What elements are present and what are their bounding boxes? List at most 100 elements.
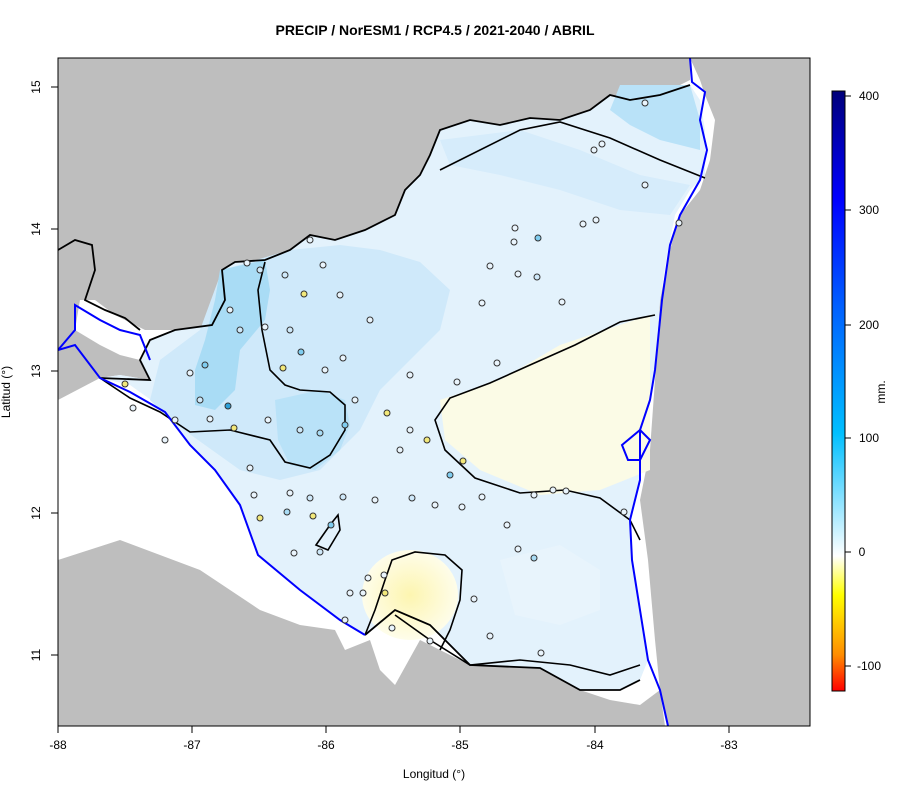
station-marker — [261, 323, 269, 331]
station-marker — [339, 354, 347, 362]
station-marker — [406, 426, 414, 434]
station-marker — [300, 290, 308, 298]
station-marker — [503, 521, 511, 529]
station-marker — [431, 501, 439, 509]
station-marker — [493, 359, 501, 367]
y-tick-label: 11 — [29, 648, 43, 661]
station-marker — [339, 493, 347, 501]
station-marker — [283, 508, 291, 516]
coastline-pacific — [58, 343, 366, 636]
station-marker — [286, 489, 294, 497]
station-markers — [121, 99, 683, 657]
station-marker — [256, 266, 264, 274]
station-marker — [598, 140, 606, 148]
x-tick-label: -86 — [317, 738, 335, 752]
station-marker — [201, 361, 209, 369]
nicaragua-field — [100, 85, 705, 690]
station-marker — [426, 637, 434, 645]
x-tick-label: -87 — [183, 738, 201, 752]
x-axis-label: Longitud (°) — [403, 767, 465, 781]
station-marker — [533, 273, 541, 281]
contour-west — [99, 261, 346, 469]
station-marker — [309, 512, 317, 520]
station-marker — [364, 574, 372, 582]
station-marker — [306, 494, 314, 502]
station-marker — [327, 521, 335, 529]
station-marker — [196, 396, 204, 404]
country-borders — [58, 84, 691, 691]
contour-east — [434, 314, 656, 541]
station-marker — [296, 426, 304, 434]
station-marker — [290, 549, 298, 557]
station-marker — [224, 402, 232, 410]
station-marker — [641, 99, 649, 107]
y-tick-label: 12 — [29, 506, 43, 520]
station-marker — [406, 371, 414, 379]
contour-center-ring — [314, 513, 341, 552]
station-marker — [459, 457, 467, 465]
precip-zone-mid-center — [275, 390, 350, 470]
station-marker — [514, 545, 522, 553]
station-marker — [246, 464, 254, 472]
precip-zone-north — [440, 130, 690, 215]
station-marker — [486, 262, 494, 270]
station-marker — [620, 508, 628, 516]
colorbar — [831, 90, 846, 692]
border-south — [364, 608, 641, 691]
x-tick-label: -88 — [49, 738, 67, 752]
station-marker — [562, 487, 570, 495]
x-tick-label: -85 — [451, 738, 469, 752]
station-marker — [341, 616, 349, 624]
station-marker — [264, 416, 272, 424]
station-marker — [297, 348, 305, 356]
station-marker — [281, 271, 289, 279]
station-marker — [351, 396, 359, 404]
station-marker — [371, 496, 379, 504]
station-marker — [321, 366, 329, 374]
station-marker — [230, 424, 238, 432]
map-panel — [58, 58, 810, 726]
colorbar-tick-label: 0 — [859, 545, 866, 559]
station-marker — [579, 220, 587, 228]
station-marker — [530, 491, 538, 499]
station-marker — [537, 649, 545, 657]
colorbar-tick-label: 300 — [859, 203, 879, 217]
station-marker — [396, 446, 404, 454]
border-west-honduras — [58, 239, 141, 331]
station-marker — [316, 429, 324, 437]
station-marker — [341, 421, 349, 429]
precip-zone-southeast — [500, 545, 600, 625]
x-axis — [57, 726, 730, 733]
station-marker — [336, 291, 344, 299]
gulf-fonseca-coast — [58, 303, 151, 361]
station-marker — [380, 571, 388, 579]
station-marker — [316, 548, 324, 556]
station-marker — [470, 595, 478, 603]
station-marker — [279, 364, 287, 372]
station-marker — [408, 494, 416, 502]
station-marker — [511, 224, 519, 232]
station-marker — [530, 554, 538, 562]
station-marker — [453, 378, 461, 386]
station-marker — [226, 306, 234, 314]
coastline-caribbean — [628, 58, 709, 726]
station-marker — [478, 299, 486, 307]
station-marker — [486, 632, 494, 640]
contour-south — [364, 551, 463, 651]
y-tick-label: 15 — [29, 80, 43, 94]
station-marker — [129, 404, 137, 412]
station-marker — [286, 326, 294, 334]
precip-zone-east-pale — [440, 315, 650, 495]
station-marker — [381, 589, 389, 597]
station-marker — [675, 219, 683, 227]
station-marker — [206, 415, 214, 423]
station-marker — [359, 589, 367, 597]
station-marker — [592, 216, 600, 224]
y-axis — [51, 86, 58, 656]
lake-coast — [620, 428, 652, 461]
station-marker — [121, 380, 129, 388]
station-marker — [236, 326, 244, 334]
station-marker — [549, 486, 557, 494]
station-marker — [186, 369, 194, 377]
plot-frame — [57, 57, 811, 727]
